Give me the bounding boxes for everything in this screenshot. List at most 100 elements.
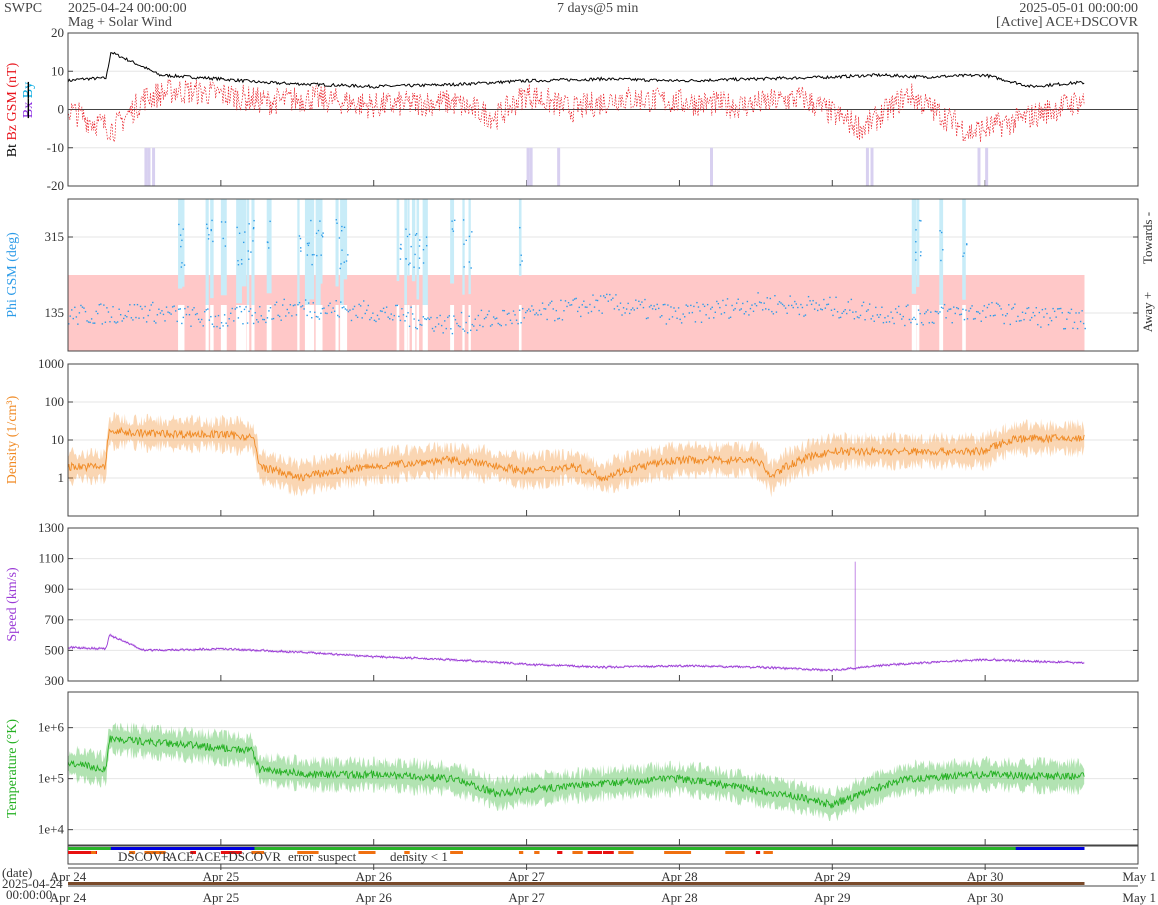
phi-point — [885, 321, 888, 323]
phi-point — [772, 313, 775, 315]
phi-point — [783, 305, 785, 307]
phi-point — [434, 326, 437, 328]
phi-point — [155, 322, 157, 324]
phi-point — [1015, 320, 1018, 323]
towards-band — [962, 199, 966, 300]
phi-point — [262, 318, 264, 321]
phi-point — [963, 252, 965, 254]
by-label: By — [21, 82, 36, 98]
phi-point — [650, 304, 652, 307]
phi-point — [609, 293, 611, 296]
phi-point — [333, 310, 336, 312]
phi-point — [599, 295, 602, 297]
phi-point — [953, 306, 955, 308]
towards-band — [916, 199, 920, 287]
phi-point — [641, 301, 643, 303]
temp-range — [68, 722, 1085, 822]
phi-point — [1050, 319, 1053, 322]
phi-point — [1003, 322, 1005, 325]
phi-point — [925, 311, 927, 313]
flag-mark — [664, 851, 686, 854]
phi-point — [962, 308, 964, 311]
phi-point — [595, 299, 597, 301]
phi-point — [615, 294, 617, 296]
phi-point — [366, 309, 368, 311]
phi-point — [1046, 312, 1048, 315]
phi-gap — [911, 305, 917, 351]
phi-point — [306, 254, 309, 256]
phi-point — [170, 313, 172, 315]
phi-point — [269, 307, 272, 309]
phi-point — [121, 320, 123, 322]
phi-point — [369, 318, 371, 321]
phi-point — [184, 307, 186, 310]
phi-point — [520, 322, 522, 324]
phi-gap — [518, 305, 522, 351]
phi-point — [436, 317, 438, 319]
phi-point — [616, 305, 619, 307]
towards-band — [450, 199, 455, 284]
phi-point — [336, 222, 338, 224]
phi-point — [521, 307, 524, 310]
phi-point — [691, 311, 694, 314]
y-tick-label: 1100 — [38, 551, 64, 566]
phi-point — [523, 317, 525, 319]
phi-point — [537, 314, 539, 316]
phi-point — [804, 314, 807, 316]
phi-point — [829, 296, 831, 299]
phi-point — [572, 299, 574, 301]
data-source: [Active] ACE+DSCOVR — [995, 15, 1138, 30]
dscovr-bar — [1015, 847, 1085, 850]
phi-point — [294, 304, 296, 306]
phi-point — [71, 309, 73, 311]
phi-point — [887, 315, 889, 317]
phi-point — [940, 231, 943, 234]
phi-point — [673, 307, 675, 309]
phi-point — [405, 315, 408, 318]
phi-point — [570, 304, 573, 306]
phi-point — [407, 312, 409, 314]
phi-point — [130, 317, 133, 319]
towards-band — [396, 199, 400, 282]
phi-point — [311, 317, 313, 319]
phi-point — [309, 311, 311, 313]
phi-points — [68, 219, 1086, 335]
phi-point — [89, 321, 91, 324]
phi-point — [948, 308, 950, 311]
phi-point — [997, 303, 999, 306]
towards-band — [251, 199, 255, 311]
phi-point — [526, 310, 528, 312]
phi-point — [519, 264, 521, 266]
phi-point — [480, 309, 483, 312]
phi-point — [598, 309, 600, 312]
phi-point — [213, 325, 215, 328]
phi-point — [573, 298, 576, 300]
phi-point — [1055, 316, 1057, 318]
phi-point — [207, 238, 210, 240]
phi-point — [322, 232, 324, 234]
phi-point — [945, 317, 947, 319]
phi-gap — [246, 305, 250, 351]
phi-point — [1072, 327, 1074, 330]
flag-mark — [450, 851, 463, 854]
phi-point — [838, 317, 840, 319]
y-tick-label: 1000 — [38, 356, 64, 371]
phi-point — [297, 303, 299, 306]
flag-mark — [190, 851, 196, 854]
phi-point — [379, 310, 382, 312]
phi-point — [86, 320, 88, 322]
phi-point — [702, 303, 704, 306]
phi-gap — [939, 305, 944, 351]
phi-point — [253, 219, 255, 222]
phi-point — [178, 308, 180, 311]
flag-mark — [755, 851, 761, 854]
phi-point — [400, 248, 402, 250]
phi-point — [1076, 327, 1079, 330]
phi-gap — [220, 305, 227, 351]
towards-band — [236, 199, 242, 304]
phi-point — [949, 308, 952, 310]
phi-point — [337, 314, 339, 317]
phi-point — [269, 220, 271, 223]
flag-mark — [75, 851, 98, 854]
phi-point — [465, 239, 467, 242]
